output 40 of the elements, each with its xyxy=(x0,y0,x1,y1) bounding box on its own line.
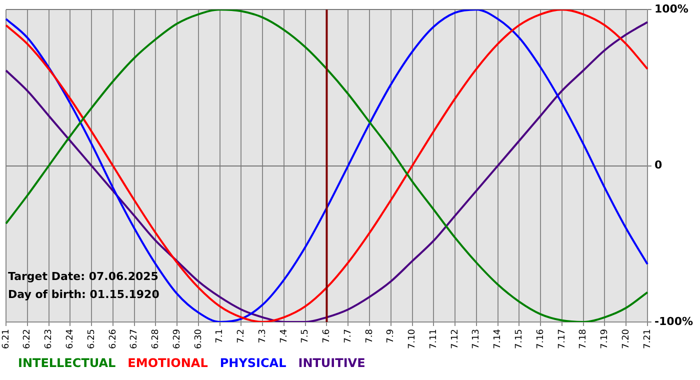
x-tick-label: 7.19 xyxy=(600,328,610,350)
x-tick-label: 7.17 xyxy=(557,328,568,350)
x-tick-label: 7.10 xyxy=(408,328,418,350)
x-tick-label: 7.1 xyxy=(215,328,226,344)
x-tick-label: 7.8 xyxy=(364,328,375,344)
x-tick-label: 6.26 xyxy=(108,328,118,350)
x-tick-label: 7.2 xyxy=(236,328,247,344)
x-tick-label: 7.15 xyxy=(514,328,525,350)
x-tick-label: 7.7 xyxy=(343,328,354,344)
x-tick-label: 6.23 xyxy=(44,328,54,350)
x-tick-label: 7.3 xyxy=(258,328,268,344)
x-tick-label: 7.21 xyxy=(642,328,653,350)
x-tick-label: 6.24 xyxy=(65,328,76,350)
x-tick-label: 6.29 xyxy=(172,328,182,350)
x-tick-label: 7.9 xyxy=(386,328,396,344)
x-tick-label: 7.20 xyxy=(621,328,632,350)
x-tick-label: 6.28 xyxy=(151,328,162,350)
x-tick-label: 6.22 xyxy=(22,328,33,350)
x-tick-label: 7.12 xyxy=(450,328,460,350)
y-tick-label: 100% xyxy=(654,2,688,16)
x-tick-label: 6.21 xyxy=(1,328,12,350)
x-tick-label: 6.30 xyxy=(194,328,204,350)
annotation: Target Date: 07.06.2025 xyxy=(8,270,158,283)
x-tick-label: 7.14 xyxy=(493,328,504,350)
x-tick-label: 7.6 xyxy=(322,328,332,344)
x-tick-label: 7.13 xyxy=(472,328,482,350)
x-tick-label: 6.25 xyxy=(86,328,97,350)
y-tick-label: -100% xyxy=(654,314,694,328)
x-tick-label: 7.11 xyxy=(428,328,439,350)
x-tick-label: 7.16 xyxy=(536,328,546,350)
x-tick-label: 6.27 xyxy=(130,328,140,350)
x-tick-label: 7.5 xyxy=(300,328,311,344)
x-tick-label: 7.4 xyxy=(279,328,290,344)
x-tick-label: 7.18 xyxy=(578,328,589,350)
annotation: Day of birth: 01.15.1920 xyxy=(8,288,160,301)
text: INTELLECTUAL xyxy=(18,356,116,370)
text: PHYSICAL xyxy=(220,356,287,370)
y-tick-label: 0 xyxy=(654,158,662,172)
text: INTUITIVE xyxy=(298,356,366,370)
text: EMOTIONAL xyxy=(128,356,208,370)
